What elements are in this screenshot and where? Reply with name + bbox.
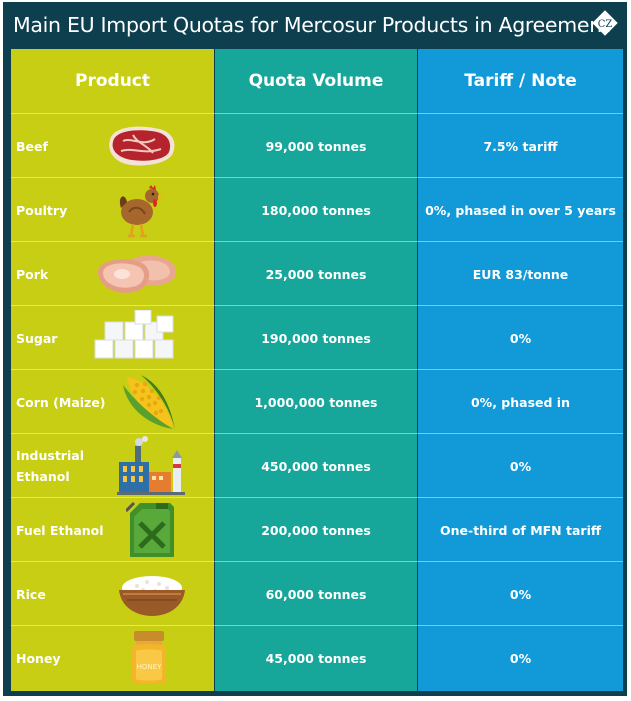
quota-volume: 180,000 tonnes (261, 202, 371, 218)
quota-volume: 1,000,000 tonnes (254, 394, 378, 410)
quota-volume: 60,000 tonnes (265, 586, 367, 602)
tariff-note: 0% (509, 650, 532, 666)
header-quota: Quota Volume (248, 71, 384, 91)
quota-volume: 200,000 tonnes (261, 522, 371, 538)
product-name: Pork (16, 266, 49, 282)
page-title: Main EU Import Quotas for Mercosur Produ… (13, 13, 610, 37)
product-name: Beef (16, 138, 48, 154)
fuel-can-icon (124, 501, 178, 559)
product-name: Fuel Ethanol (16, 522, 104, 538)
table-row: Industrial Ethanol 450,000 tonnes 0% (11, 433, 623, 498)
quota-column (215, 49, 417, 691)
cz-logo-icon: CZ (592, 10, 618, 36)
product-name: Industrial Ethanol (16, 448, 84, 484)
tariff-note: 0% (509, 330, 532, 346)
tariff-note: 0%, phased in (470, 394, 570, 410)
beef-steak-icon (103, 123, 179, 169)
table-row: Fuel Ethanol 200,000 tonnes One-third of M… (11, 497, 623, 562)
product-name: Rice (16, 586, 46, 602)
honey-jar-icon: HONEY (128, 629, 170, 687)
corn-icon (121, 373, 177, 431)
tariff-note: One-third of MFN tariff (440, 522, 601, 538)
tariff-note: 0%, phased in over 5 years (425, 202, 616, 218)
tariff-note: 7.5% tariff (483, 138, 558, 154)
chicken-icon (115, 182, 165, 238)
product-name: Poultry (16, 202, 68, 218)
quota-volume: 45,000 tonnes (265, 650, 367, 666)
factory-icon (117, 436, 187, 496)
table-row: Beef 99,000 tonnes 7.5% tariff (11, 113, 623, 178)
infographic-frame: Main EU Import Quotas for Mercosur Produ… (3, 2, 627, 696)
quota-volume: 99,000 tonnes (265, 138, 367, 154)
header-product: Product (75, 71, 150, 91)
header-tariff: Tariff / Note (464, 71, 577, 91)
product-name: Corn (Maize) (16, 394, 106, 410)
tariff-note: 0% (509, 586, 532, 602)
svg-text:HONEY: HONEY (137, 663, 162, 671)
quota-volume: 25,000 tonnes (265, 266, 367, 282)
tariff-note: EUR 83/tonne (472, 266, 569, 282)
table-row: Corn (Maize) 1,000,000 tonnes 0%, phased i… (11, 369, 623, 434)
tariff-note: 0% (509, 458, 532, 474)
table-row: Rice 60,000 tonnes 0% (11, 561, 623, 626)
tariff-column (418, 49, 623, 691)
svg-text:CZ: CZ (598, 19, 613, 30)
pork-chop-icon (94, 252, 180, 296)
sugar-cubes-icon (91, 309, 181, 366)
quota-volume: 190,000 tonnes (261, 330, 371, 346)
rice-bowl-icon (117, 570, 187, 618)
quota-volume: 450,000 tonnes (261, 458, 371, 474)
table-row: Pork 25,000 tonnes EUR 83/tonne (11, 241, 623, 306)
table-row: Sugar 190,000 tonnes 0% (11, 305, 623, 370)
quota-table: Product Quota Volume Tariff / Note Beef 9… (11, 49, 623, 691)
table-row: Honey HONEY 45,000 tonnes 0% (11, 625, 623, 690)
product-name: Honey (16, 650, 61, 666)
table-row: Poultry 180,000 tonnes 0%, phased in over … (11, 177, 623, 242)
product-name: Sugar (16, 330, 58, 346)
